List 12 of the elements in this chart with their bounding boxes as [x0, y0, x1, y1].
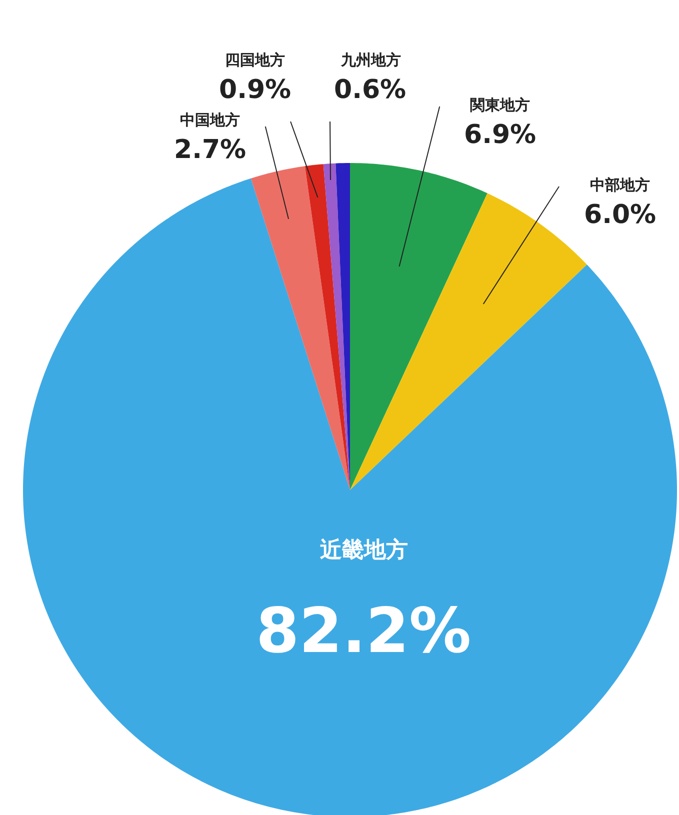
slice-label: 近畿地方 — [319, 537, 408, 563]
data-label: 6.0% — [584, 200, 656, 230]
slice-label: 中部地方 — [590, 176, 650, 194]
slice-label: 九州地方 — [340, 51, 401, 69]
slice-label: 関東地方 — [470, 96, 530, 114]
data-label: 6.9% — [464, 120, 536, 150]
data-label: 2.7% — [174, 135, 246, 165]
data-label: 0.9% — [219, 75, 292, 105]
slice-label: 四国地方 — [225, 51, 285, 69]
data-label: 82.2% — [256, 594, 472, 667]
slice-label: 中国地方 — [180, 111, 240, 129]
data-label: 0.6% — [334, 75, 406, 105]
